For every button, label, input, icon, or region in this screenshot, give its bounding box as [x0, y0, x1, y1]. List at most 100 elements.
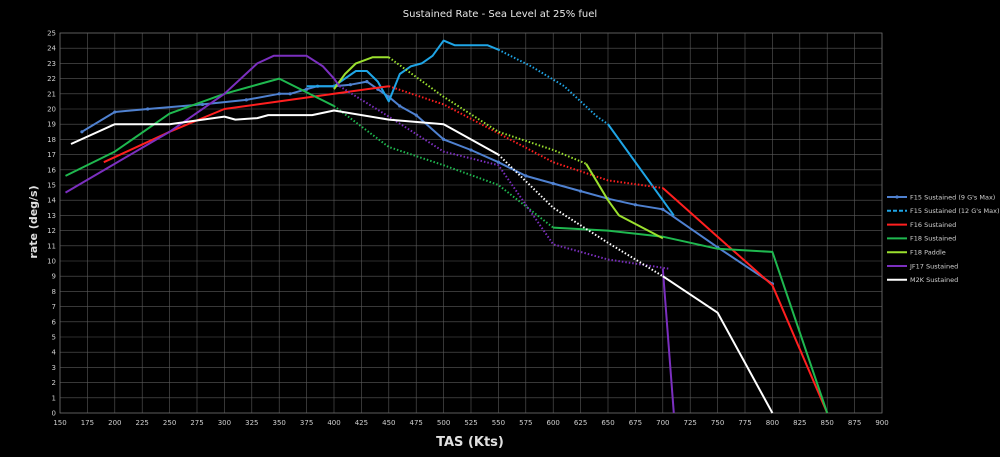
series-point: [348, 83, 353, 87]
series-line-solid: [70, 109, 499, 156]
x-tick-label: 150: [53, 419, 66, 427]
x-tick-label: 725: [684, 419, 697, 427]
series-point: [442, 137, 446, 141]
y-tick-label: 3: [52, 364, 56, 372]
y-tick-label: 25: [47, 30, 56, 38]
y-tick-label: 20: [47, 106, 56, 114]
legend-marker: [895, 195, 899, 199]
x-tick-label: 225: [136, 419, 149, 427]
series-line-dotted: [333, 105, 554, 229]
y-tick-label: 24: [47, 45, 56, 53]
y-tick-label: 6: [52, 318, 57, 326]
y-tick-label: 8: [52, 288, 56, 296]
legend-entry: JF17 Sustained: [909, 262, 958, 270]
series-point: [524, 174, 528, 178]
legend: F15 Sustained (9 G's Max) F15 Sustained (…: [887, 193, 999, 284]
series-point: [244, 98, 248, 102]
legend-entry: F15 Sustained (9 G's Max): [910, 193, 995, 201]
series-point: [469, 148, 473, 152]
x-tick-label: 250: [163, 419, 176, 427]
series-point: [551, 181, 555, 186]
series-line-solid: [103, 85, 389, 164]
y-tick-label: 5: [52, 334, 56, 342]
series-line-solid: [65, 77, 335, 177]
x-tick-label: 200: [108, 419, 121, 427]
x-tick-label: 350: [273, 419, 286, 427]
y-tick-label: 7: [52, 303, 56, 311]
y-tick-label: 13: [47, 212, 56, 220]
series-point: [398, 104, 402, 108]
grid: [59, 32, 883, 414]
y-tick-label: 18: [47, 136, 56, 144]
x-tick-label: 800: [766, 419, 779, 427]
chart-title: Sustained Rate - Sea Level at 25% fuel: [403, 9, 597, 20]
legend-entry: F16 Sustained: [910, 221, 956, 229]
y-tick-label: 14: [47, 197, 56, 205]
x-tick-label: 275: [190, 419, 203, 427]
series-point: [277, 92, 281, 96]
y-tick-label: 2: [52, 379, 56, 387]
series-1: [306, 39, 675, 216]
series-point: [200, 102, 205, 107]
series-line-tail: [553, 226, 829, 414]
series-line-solid: [306, 39, 499, 103]
legend-entry: F18 Sustained: [910, 235, 956, 243]
x-tick-label: 175: [81, 419, 94, 427]
y-tick-label: 22: [47, 75, 56, 83]
y-tick-label: 15: [47, 182, 56, 190]
legend-entry: F18 Paddle: [910, 249, 946, 257]
tick-labels: 150 175 200 225 250 275 300 325 350 375 400 425 450 4…: [47, 30, 889, 428]
series-2: [103, 85, 829, 414]
y-tick-label: 19: [47, 121, 56, 129]
x-tick-label: 900: [875, 419, 888, 427]
x-tick-label: 475: [410, 419, 423, 427]
x-tick-label: 450: [382, 419, 395, 427]
series-point: [661, 207, 665, 211]
y-axis-label: rate (deg/s): [27, 185, 40, 258]
series-5: [64, 54, 675, 414]
x-tick-label: 500: [437, 419, 450, 427]
x-tick-label: 650: [601, 419, 614, 427]
x-tick-label: 625: [574, 419, 587, 427]
series-line-tail: [607, 123, 675, 216]
y-tick-label: 0: [52, 410, 56, 418]
y-tick-label: 16: [47, 166, 56, 174]
x-tick-label: 700: [656, 419, 669, 427]
x-tick-label: 425: [355, 419, 368, 427]
y-tick-label: 12: [47, 227, 56, 235]
series-line-tail: [585, 163, 664, 240]
series-point: [305, 87, 309, 91]
y-tick-label: 10: [47, 258, 56, 266]
x-tick-label: 325: [245, 419, 258, 427]
x-tick-label: 825: [793, 419, 806, 427]
series-line-tail: [662, 275, 774, 414]
x-tick-label: 550: [492, 419, 505, 427]
x-axis-label: TAS (Kts): [436, 435, 504, 450]
x-tick-label: 300: [218, 419, 231, 427]
x-tick-label: 675: [629, 419, 642, 427]
x-tick-label: 575: [519, 419, 532, 427]
x-tick-label: 600: [547, 419, 560, 427]
series-line-tail: [661, 268, 675, 414]
y-tick-label: 1: [52, 394, 56, 402]
x-tick-label: 400: [327, 419, 340, 427]
series-line-tail: [662, 187, 829, 414]
legend-entry: M2K Sustained: [910, 276, 958, 284]
series-point: [414, 113, 418, 117]
series-line-dotted: [338, 85, 669, 270]
series-point: [496, 160, 500, 164]
x-tick-label: 875: [848, 419, 861, 427]
series-line-dotted: [497, 153, 664, 278]
series-line-solid: [333, 56, 389, 90]
y-tick-label: 4: [52, 349, 57, 357]
series-point: [113, 110, 117, 114]
series-point: [633, 203, 638, 207]
series-point: [146, 107, 150, 111]
x-tick-label: 775: [738, 419, 751, 427]
series-lines: [64, 39, 829, 414]
series-point: [80, 130, 84, 134]
series-line-dotted: [388, 85, 663, 189]
x-tick-label: 750: [711, 419, 724, 427]
